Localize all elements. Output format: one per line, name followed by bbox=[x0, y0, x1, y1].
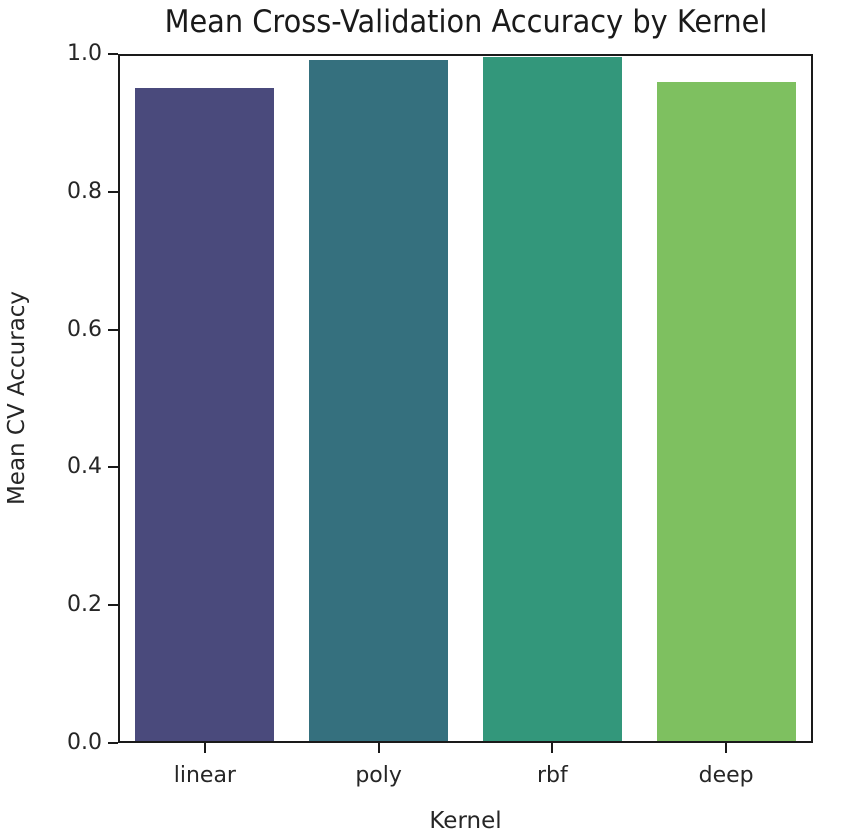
y-tick-label: 1.0 bbox=[67, 41, 102, 66]
bar-poly bbox=[309, 60, 449, 741]
bar-deep bbox=[656, 82, 796, 741]
y-tick-mark bbox=[108, 328, 118, 331]
y-tick-mark bbox=[108, 604, 118, 607]
y-tick-label: 0.2 bbox=[67, 592, 102, 618]
x-axis-label: Kernel bbox=[429, 808, 502, 834]
x-tick-label: linear bbox=[173, 763, 236, 788]
plot-area bbox=[118, 54, 813, 743]
bar-rbf bbox=[482, 57, 622, 741]
x-tick-label: deep bbox=[698, 763, 754, 788]
bar-linear bbox=[135, 88, 275, 741]
y-tick-label: 0.8 bbox=[67, 178, 102, 204]
y-tick-mark bbox=[108, 190, 118, 193]
x-tick-label: rbf bbox=[536, 763, 568, 788]
x-tick-mark bbox=[551, 743, 554, 753]
x-tick-mark bbox=[203, 743, 206, 753]
y-tick-mark bbox=[108, 53, 118, 55]
chart-title: Mean Cross-Validation Accuracy by Kernel bbox=[164, 4, 768, 40]
y-tick-mark bbox=[108, 742, 118, 744]
x-tick-label: poly bbox=[355, 763, 402, 788]
y-tick-label: 0.0 bbox=[67, 730, 102, 755]
y-tick-mark bbox=[108, 466, 118, 469]
x-tick-mark bbox=[377, 743, 380, 753]
x-tick-mark bbox=[725, 743, 728, 753]
y-tick-label: 0.4 bbox=[67, 454, 102, 480]
y-axis-label: Mean CV Accuracy bbox=[4, 290, 30, 506]
y-tick-label: 0.6 bbox=[67, 316, 102, 342]
